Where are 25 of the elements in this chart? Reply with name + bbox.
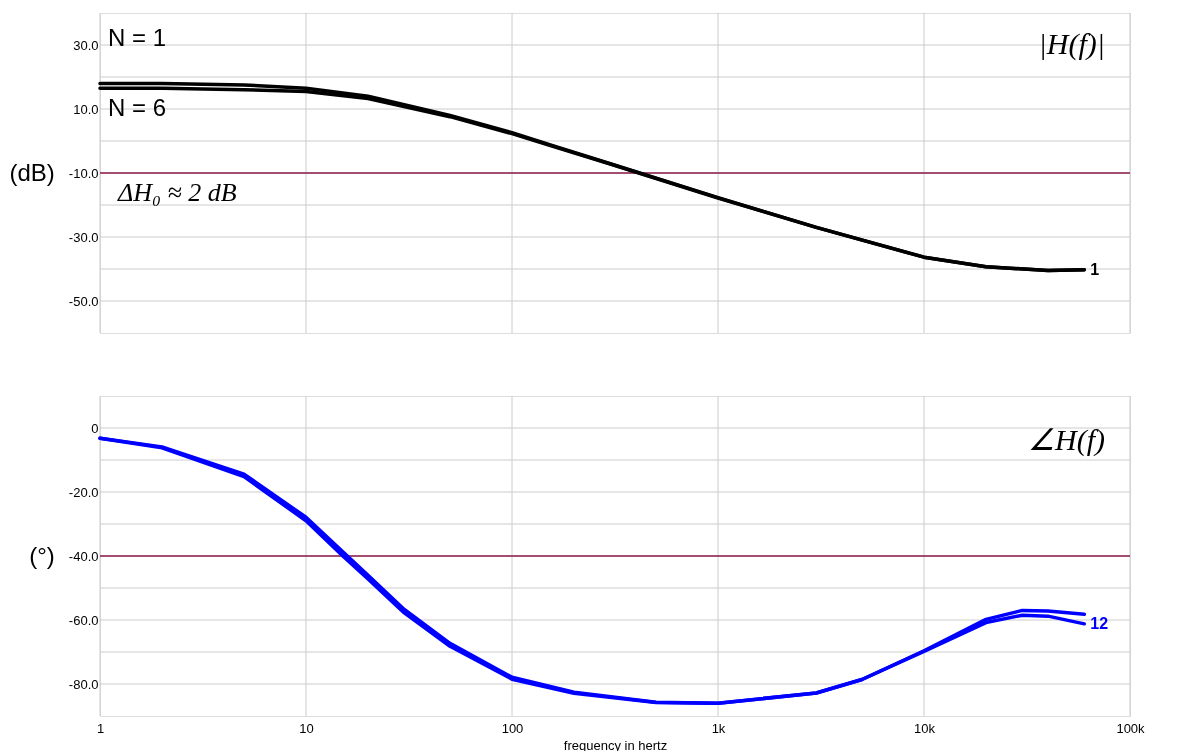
- y-axis-title: (°): [29, 541, 55, 569]
- annotation: ∠H(f): [1028, 423, 1106, 457]
- annotation: ΔH₀ ≈ 2 dB: [117, 178, 237, 207]
- annotation: 1: [1090, 260, 1100, 278]
- annotation: N = 6: [108, 94, 167, 121]
- y-axis-title: (dB): [9, 158, 55, 186]
- annotation: 12: [1090, 614, 1109, 632]
- y-tick-label: -20.0: [68, 484, 99, 500]
- y-tick-label: -10.0: [68, 165, 99, 181]
- y-tick-label: 10.0: [73, 101, 99, 117]
- y-tick-label: -60.0: [68, 612, 99, 628]
- y-tick-label: 30.0: [73, 37, 99, 53]
- annotation: |H(f)|: [1038, 27, 1105, 61]
- y-tick-label: -40.0: [68, 548, 99, 564]
- y-tick-label: -80.0: [68, 676, 99, 692]
- x-tick-label: 1k: [711, 720, 726, 736]
- x-tick-label: 1: [96, 720, 105, 736]
- x-tick-label: 10k: [914, 720, 936, 736]
- x-tick-label: 10: [299, 720, 314, 736]
- x-tick-label: 100k: [1116, 720, 1146, 736]
- y-tick-label: 0: [91, 420, 99, 436]
- x-tick-label: 100: [501, 720, 524, 736]
- annotation: N = 1: [108, 24, 167, 51]
- y-tick-label: -50.0: [68, 293, 99, 309]
- y-tick-label: -30.0: [68, 229, 99, 245]
